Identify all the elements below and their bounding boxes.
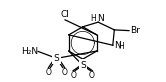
Text: H: H bbox=[118, 42, 124, 51]
Text: H₂N: H₂N bbox=[21, 47, 38, 56]
Text: Br: Br bbox=[130, 26, 140, 35]
Text: N: N bbox=[97, 14, 103, 23]
Text: O: O bbox=[71, 71, 77, 80]
Text: N: N bbox=[114, 41, 121, 50]
Text: H: H bbox=[90, 14, 96, 23]
Text: O: O bbox=[89, 71, 95, 80]
Text: O: O bbox=[46, 68, 52, 77]
Text: Cl: Cl bbox=[61, 10, 70, 19]
Text: S: S bbox=[80, 61, 86, 70]
Text: S: S bbox=[54, 54, 59, 63]
Text: O: O bbox=[61, 68, 67, 77]
